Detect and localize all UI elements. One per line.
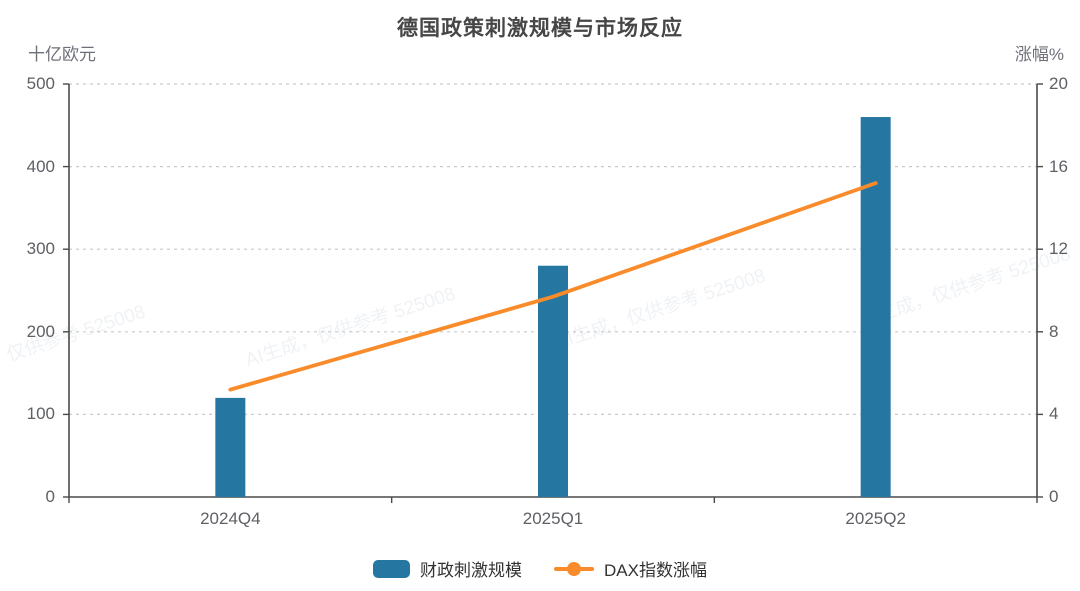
bar-2024Q4[interactable] [215, 397, 246, 497]
bar-2025Q2[interactable] [860, 117, 891, 497]
legend-label-fiscal-stimulus: 财政刺激规模 [420, 561, 523, 580]
line-marker-dot [567, 561, 582, 576]
right-axis-tick-label: 0 [1049, 487, 1059, 506]
right-axis-name: 涨幅% [1014, 45, 1064, 64]
left-axis-tick-label: 300 [26, 239, 55, 259]
dax-line-series[interactable] [228, 181, 878, 392]
right-axis-tick-label: 20 [1049, 74, 1068, 93]
left-axis-tick-label: 0 [45, 487, 55, 506]
legend: 财政刺激规模 DAX指数涨幅 [0, 556, 1080, 581]
right-axis-tick-label: 16 [1049, 156, 1068, 176]
right-axis-tick-label: 8 [1049, 321, 1059, 341]
bar-series-swatch-icon [373, 559, 411, 578]
left-axis-tick-label: 100 [26, 404, 55, 424]
legend-item-fiscal-stimulus[interactable]: 财政刺激规模 [373, 556, 522, 581]
x-axis-category-label: 2024Q4 [200, 509, 261, 528]
right-axis-tick-label: 4 [1049, 404, 1059, 424]
x-axis-category-label: 2025Q1 [522, 509, 584, 528]
line-series-marker-icon [554, 561, 595, 577]
left-axis-name: 十亿欧元 [28, 45, 96, 64]
x-axis-category-label: 2025Q2 [845, 509, 906, 528]
left-axis-tick-label: 200 [26, 321, 55, 341]
legend-label-dax-index: DAX指数涨幅 [604, 561, 707, 580]
chart-title: 德国政策刺激规模与市场反应 [397, 17, 683, 40]
left-axis-tick-label: 500 [26, 74, 55, 93]
bar-2025Q1[interactable] [538, 265, 568, 497]
legend-item-dax-index[interactable]: DAX指数涨幅 [554, 556, 707, 581]
right-axis-tick-label: 12 [1049, 239, 1068, 259]
left-axis-tick-label: 400 [26, 156, 55, 176]
